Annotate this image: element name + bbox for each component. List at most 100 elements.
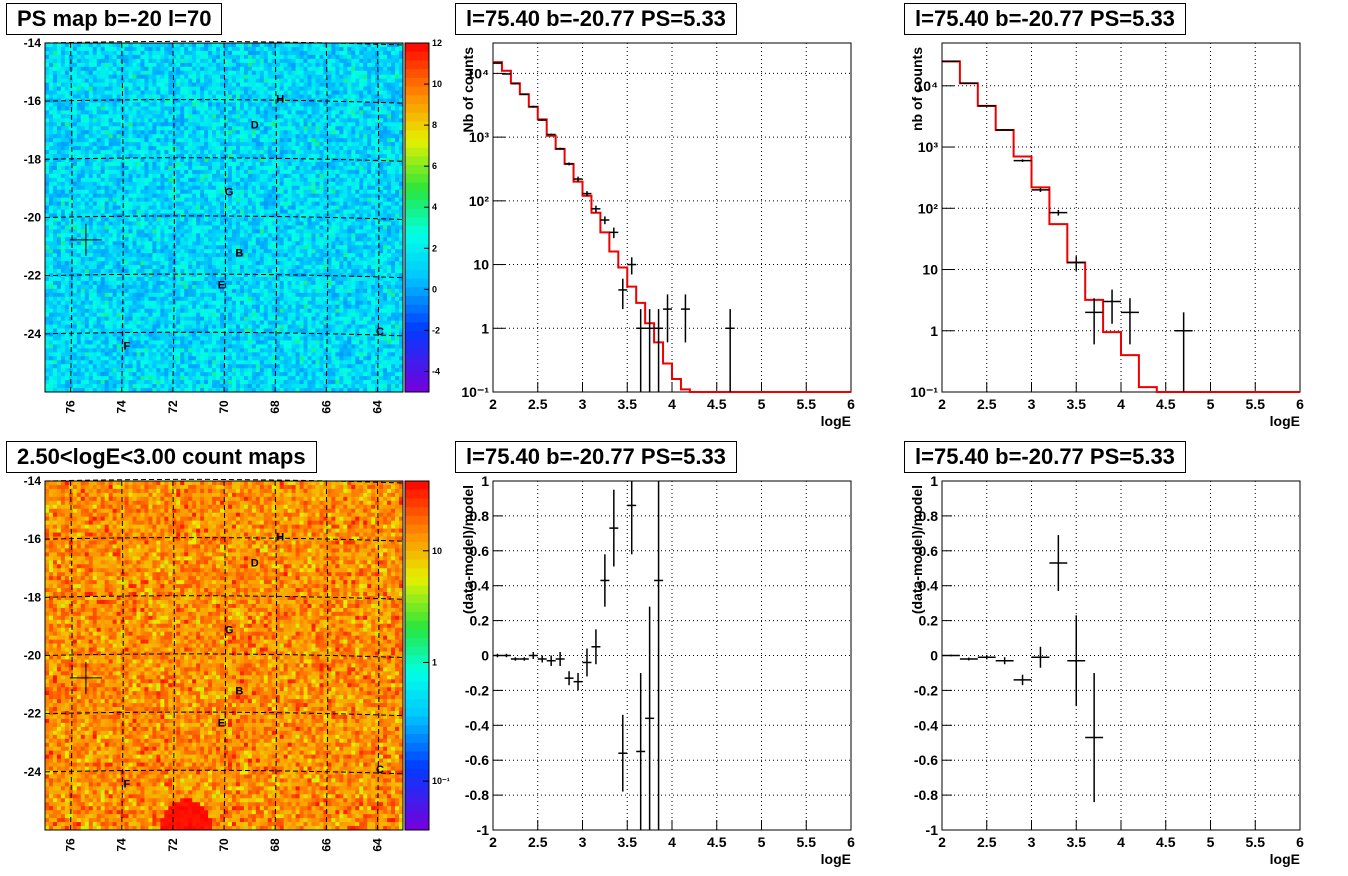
map2-colorbar-step: [405, 760, 429, 769]
spec1-title: l=75.40 b=-20.77 PS=5.33: [455, 3, 737, 35]
map1-x-tick-label: 68: [268, 400, 282, 414]
res2-y-tick-label: 0: [930, 648, 938, 664]
spec1-data-point: [529, 106, 538, 108]
res1-x-axis-label: logE: [821, 851, 851, 867]
res1-y-tick-label: -0.6: [465, 752, 489, 768]
map2-colorbar-step: [405, 533, 429, 542]
map2-colorbar-step: [405, 490, 429, 499]
map1-colorbar-step: [405, 78, 429, 87]
res2-x-tick-label: 5.5: [1246, 834, 1266, 850]
map1-colorbar-step: [405, 305, 429, 314]
spec1-x-tick-label: 2: [489, 396, 497, 412]
map1-colorbar-label: 8: [432, 120, 437, 130]
map1-x-tick-label: 64: [370, 400, 384, 414]
map2-source-label-B: B: [235, 685, 243, 697]
map1-colorbar-step: [405, 348, 429, 357]
res1-x-tick-label: 4: [668, 834, 676, 850]
map1-colorbar-step: [405, 148, 429, 157]
res1-x-tick-label: 4.5: [707, 834, 727, 850]
map2-x-tick-label: 74: [115, 838, 129, 852]
map2-colorbar-step: [405, 717, 429, 726]
map2-colorbar-step: [405, 586, 429, 595]
res2-title: l=75.40 b=-20.77 PS=5.33: [904, 441, 1186, 473]
res2-data-point: [942, 655, 960, 657]
map2-colorbar-step: [405, 795, 429, 804]
map2-colorbar-step: [405, 594, 429, 603]
map1-colorbar-label: 2: [432, 243, 437, 253]
map1-x-tick-label: 70: [217, 400, 231, 414]
spec2-y-axis-label: nb of counts: [909, 47, 925, 131]
map2-y-tick-label: -14: [24, 474, 42, 488]
spec2-y-tick-label: 10²: [918, 200, 939, 216]
spec2-title: l=75.40 b=-20.77 PS=5.33: [904, 3, 1186, 35]
map1-colorbar-step: [405, 191, 429, 200]
spec1-x-tick-label: 5.5: [797, 396, 817, 412]
res2-x-tick-label: 3: [1028, 834, 1036, 850]
map2-x-tick-label: 64: [370, 838, 384, 852]
res2-x-tick-label: 2: [938, 834, 946, 850]
map1-colorbar-step: [405, 296, 429, 305]
res2-y-tick-label: -0.4: [914, 717, 938, 733]
map2-x-tick-label: 66: [319, 838, 333, 852]
map1-colorbar-step: [405, 183, 429, 192]
res1-x-tick-label: 5.5: [797, 834, 817, 850]
spec2-x-tick-label: 6: [1296, 396, 1304, 412]
map2-source-label-G: G: [225, 624, 234, 636]
map1-colorbar-step: [405, 200, 429, 209]
spec1-x-tick-label: 3: [579, 396, 587, 412]
res2-y-tick-label: -0.2: [914, 682, 938, 698]
map2-colorbar-step: [405, 708, 429, 717]
map1-colorbar-step: [405, 235, 429, 244]
map1-y-tick-label: -14: [24, 36, 42, 50]
spec1-x-tick-label: 4: [668, 396, 676, 412]
map2-colorbar-step: [405, 629, 429, 638]
map2-colorbar-step: [405, 743, 429, 752]
map1-colorbar-label: -4: [432, 366, 440, 376]
map2-colorbar-label: 1: [432, 657, 437, 667]
map1-y-tick-label: -18: [24, 152, 42, 166]
map2-colorbar-step: [405, 577, 429, 586]
map2-colorbar-step: [405, 769, 429, 778]
map2-y-tick-label: -20: [24, 649, 42, 663]
map2-source-label-F: F: [123, 778, 130, 790]
spec1-x-tick-label: 5: [758, 396, 766, 412]
map1-source-label-E: E: [218, 279, 225, 291]
map1-source-label-C: C: [376, 326, 384, 338]
map1-colorbar-step: [405, 357, 429, 366]
map2-colorbar-label: 10⁻¹: [432, 776, 450, 786]
map2-colorbar-step: [405, 682, 429, 691]
spec2-data-point: [978, 105, 996, 106]
map1-colorbar-step: [405, 95, 429, 104]
map1-title: PS map b=-20 l=70: [6, 3, 222, 35]
spec2-y-tick-label: 10⁻¹: [910, 384, 938, 400]
map1-colorbar-step: [405, 313, 429, 322]
map2-colorbar-step: [405, 647, 429, 656]
map1-y-tick-label: -16: [24, 94, 42, 108]
spec1-data-point: [502, 73, 511, 74]
spec1-x-tick-label: 2.5: [528, 396, 548, 412]
res1-y-tick-label: -1: [477, 822, 490, 838]
spec1-data-point: [547, 134, 556, 136]
res1-x-tick-label: 3: [579, 834, 587, 850]
map2-x-tick-label: 76: [64, 838, 78, 852]
map1-source-label-D: D: [251, 119, 259, 131]
map2-y-tick-label: -24: [24, 765, 42, 779]
spec2-y-tick-label: 1: [930, 323, 938, 339]
res1-y-tick-label: -0.8: [465, 787, 489, 803]
spec2-y-tick-label: 10: [922, 262, 938, 278]
map1-y-tick-label: -22: [24, 269, 42, 283]
map2-source-label-D: D: [251, 557, 259, 569]
res1-y-tick-label: -0.4: [465, 717, 489, 733]
map2-title: 2.50<logE<3.00 count maps: [6, 441, 317, 473]
map2-x-tick-label: 72: [166, 838, 180, 852]
map1-source-label-H: H: [276, 93, 284, 105]
spec2-x-tick-label: 2: [938, 396, 946, 412]
map1-colorbar-step: [405, 113, 429, 122]
spec1-x-axis-label: logE: [821, 413, 851, 429]
map1-x-tick-label: 76: [64, 400, 78, 414]
res1-x-tick-label: 6: [847, 834, 855, 850]
res2-y-tick-label: -1: [926, 822, 939, 838]
spec1-x-tick-label: 4.5: [707, 396, 727, 412]
map2-y-tick-label: -16: [24, 532, 42, 546]
